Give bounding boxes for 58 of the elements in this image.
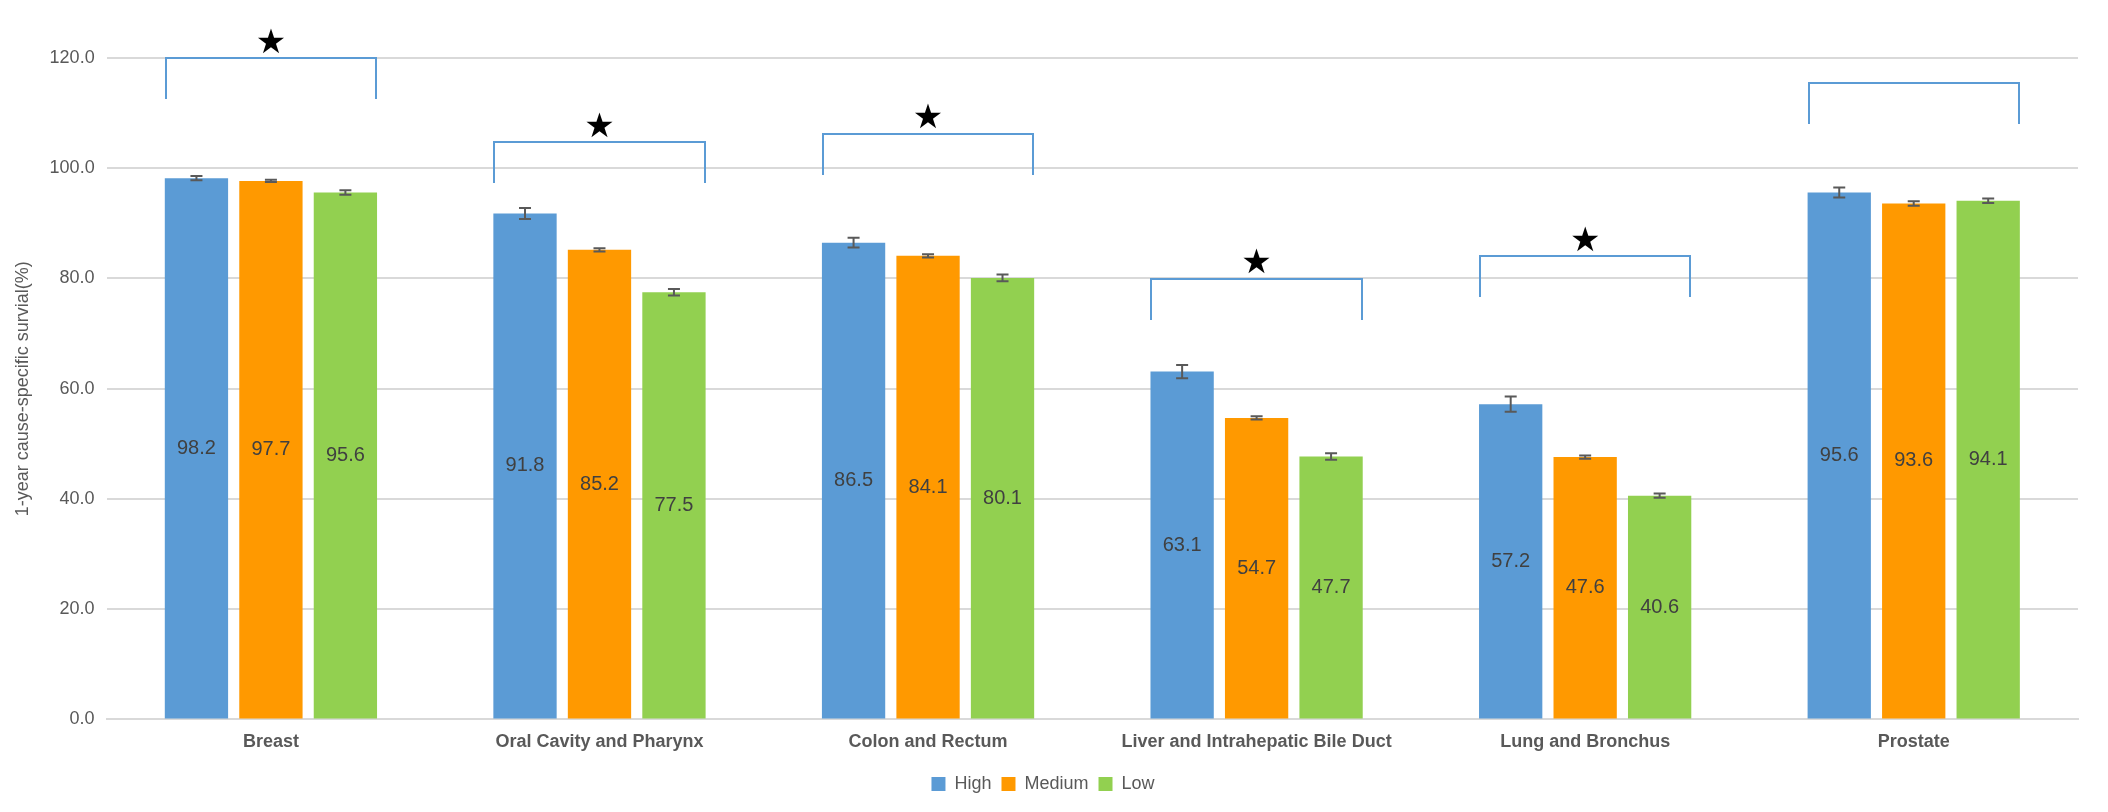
y-tick-label: 100.0 [49, 157, 95, 178]
data-label: 47.7 [1311, 574, 1351, 597]
y-tick-label: 60.0 [59, 377, 95, 398]
bar [1224, 417, 1289, 719]
bar [1627, 495, 1692, 719]
annotation: ★ [584, 105, 615, 146]
data-label: 94.1 [1968, 447, 2008, 470]
data-label: 95.6 [1819, 442, 1859, 465]
bar [493, 213, 557, 719]
bar [1882, 203, 1946, 719]
x-tick-label: Colon and Rectum [848, 731, 1008, 752]
legend-label: Medium [1024, 772, 1089, 793]
y-axis-title: 1-year cause-specific survial(%) [11, 261, 32, 517]
annotation: ★ [255, 20, 287, 61]
bar [164, 178, 229, 719]
data-label: 63.1 [1162, 532, 1202, 555]
bar [896, 255, 960, 719]
bar [642, 292, 706, 719]
x-tick-label: Prostate [1877, 731, 1950, 752]
data-label: 47.6 [1565, 575, 1605, 598]
annotation: ★ [912, 96, 944, 137]
legend-label: High [954, 772, 992, 793]
y-tick-label: 40.0 [59, 487, 95, 508]
x-tick-label: Liver and Intrahepatic Bile Duct [1121, 731, 1392, 752]
data-label: 84.1 [908, 474, 948, 497]
data-label: 80.1 [983, 485, 1022, 508]
data-label: 77.5 [654, 492, 694, 515]
annotation: ★ [1569, 218, 1601, 259]
bar [1479, 404, 1543, 719]
data-label: 86.5 [834, 468, 874, 491]
bar [1807, 192, 1871, 719]
data-label: 98.2 [176, 435, 216, 458]
data-label: 93.6 [1894, 448, 1934, 471]
bar [313, 192, 378, 719]
bar [1150, 371, 1214, 719]
x-tick-label: Breast [242, 731, 299, 752]
y-tick-label: 120.0 [49, 46, 95, 67]
annotation: ★ [1241, 241, 1272, 282]
data-label: 85.2 [580, 471, 619, 494]
x-tick-label: Lung and Bronchus [1500, 731, 1671, 752]
data-label: 57.2 [1491, 548, 1531, 571]
bar [1299, 456, 1363, 719]
legend-label: Low [1121, 772, 1156, 793]
x-tick-label: Oral Cavity and Pharynx [495, 731, 704, 752]
data-label: 91.8 [505, 453, 545, 476]
bar [1553, 457, 1617, 719]
y-tick-label: 80.0 [59, 267, 95, 288]
data-label: 40.6 [1640, 594, 1680, 617]
data-label: 54.7 [1237, 555, 1277, 578]
bar [567, 249, 632, 719]
y-tick-label: 0.0 [69, 708, 95, 729]
bar [821, 242, 886, 719]
y-tick-label: 20.0 [59, 598, 95, 619]
bar [239, 180, 303, 719]
bar [970, 277, 1035, 719]
data-label: 97.7 [251, 437, 291, 460]
bar [1956, 200, 2020, 719]
data-label: 95.6 [325, 442, 365, 465]
